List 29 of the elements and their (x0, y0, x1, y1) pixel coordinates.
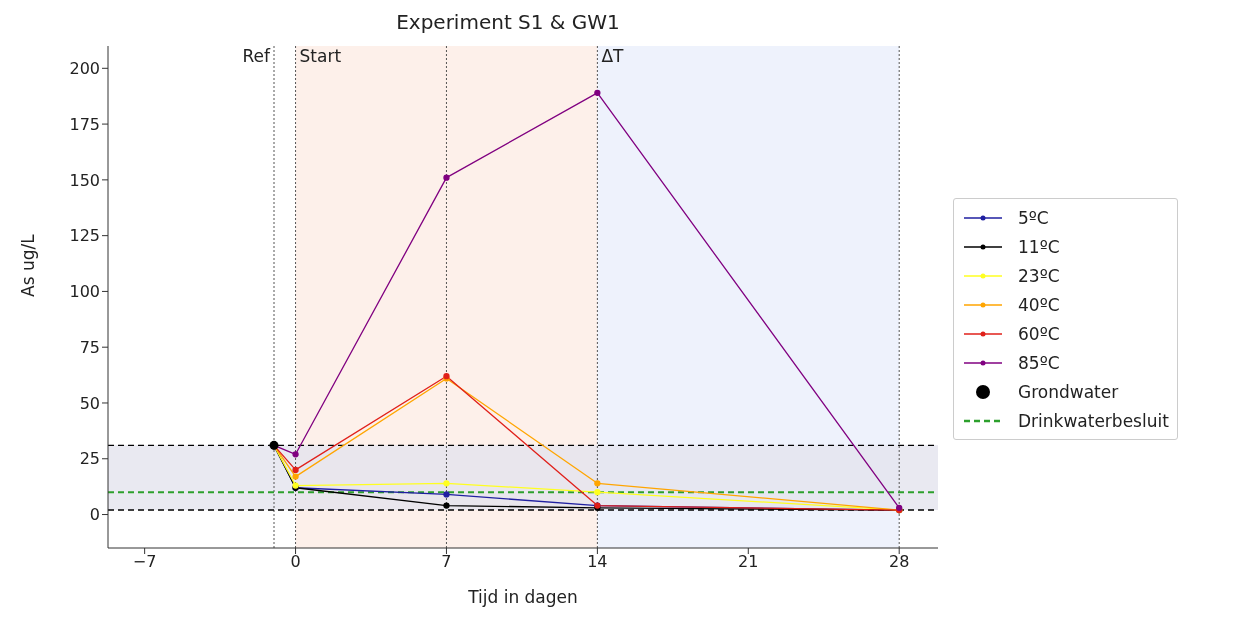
legend-label: 60ºC (1018, 323, 1060, 344)
chart-title: Experiment S1 & GW1 (395, 10, 621, 34)
y-tick-label: 100 (69, 282, 100, 302)
legend-label: 23ºC (1018, 265, 1060, 286)
y-tick-label: 50 (79, 393, 100, 413)
x-tick-label: 7 (441, 552, 452, 572)
y-tick-label: 200 (69, 58, 100, 78)
legend-label: 5ºC (1018, 207, 1049, 228)
ref-line-label: Start (299, 46, 342, 67)
y-axis-title: As ug/L (18, 233, 39, 297)
legend-label: 85ºC (1018, 352, 1060, 373)
legend-label: 11ºC (1018, 236, 1060, 257)
x-tick-label: 0 (290, 552, 301, 572)
ref-line-label: Ref (242, 46, 272, 67)
x-tick-label: −7 (132, 552, 157, 572)
x-tick-label: 28 (889, 552, 910, 572)
x-tick-label: 14 (587, 552, 608, 572)
y-tick-label: 75 (79, 337, 100, 357)
legend-label: Drinkwaterbesluit (1018, 410, 1169, 431)
x-axis-title: Tijd in dagen (467, 587, 578, 607)
y-tick-label: 125 (69, 226, 100, 246)
y-tick-label: 0 (89, 505, 100, 525)
y-tick-label: 150 (69, 170, 100, 190)
legend-label: 40ºC (1018, 294, 1060, 315)
ref-line-label: ΔT (601, 46, 625, 67)
y-tick-label: 175 (69, 114, 100, 134)
x-tick-label: 21 (738, 552, 759, 572)
legend-label: Grondwater (1018, 381, 1119, 402)
y-tick-label: 25 (79, 449, 100, 469)
